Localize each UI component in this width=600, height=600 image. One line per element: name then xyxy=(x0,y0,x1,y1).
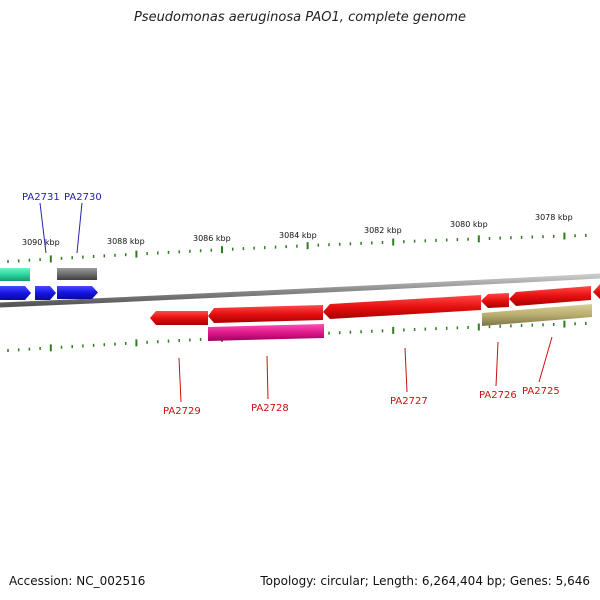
gene-label-PA2729[interactable]: PA2729 xyxy=(163,406,201,417)
accession-text: Accession: NC_002516 xyxy=(9,574,146,588)
feature-teal-block[interactable] xyxy=(0,268,30,281)
gene-arrow-reverse-PA2729[interactable] xyxy=(150,311,208,325)
map-title: Pseudomonas aeruginosa PAO1, complete ge… xyxy=(133,10,467,25)
gene-arrow-reverse-PA2726[interactable] xyxy=(481,293,509,308)
gene-arrow-reverse-PA2728[interactable] xyxy=(208,305,323,323)
leader-line-PA2726 xyxy=(495,341,499,387)
gene-label-PA2727[interactable]: PA2727 xyxy=(390,396,428,407)
scale-label-3086: 3086 kbp xyxy=(193,234,231,243)
gene-arrow-reverse-PA2725[interactable] xyxy=(509,286,591,306)
gene-arrow-reverse-edge[interactable] xyxy=(593,284,600,299)
leader-line-PA2730 xyxy=(76,202,83,254)
scale-label-3078: 3078 kbp xyxy=(535,213,573,222)
scale-label-3080: 3080 kbp xyxy=(450,220,488,229)
gene-arrow-reverse-PA2727[interactable] xyxy=(323,295,481,319)
gene-arrow-forward-1[interactable] xyxy=(0,286,31,300)
feature-magenta-block[interactable] xyxy=(208,324,324,341)
scale-label-3088: 3088 kbp xyxy=(107,237,145,246)
leader-line-PA2728 xyxy=(266,355,269,400)
gene-label-PA2728[interactable]: PA2728 xyxy=(251,403,289,414)
scale-label-3084: 3084 kbp xyxy=(279,231,317,240)
scale-label-3082: 3082 kbp xyxy=(364,226,402,235)
genome-summary-text: Topology: circular; Length: 6,264,404 bp… xyxy=(260,574,590,588)
feature-gray-block[interactable] xyxy=(57,268,97,280)
leader-line-PA2727 xyxy=(404,347,408,393)
feature-olive-block[interactable] xyxy=(482,304,592,326)
gene-label-PA2730[interactable]: PA2730 xyxy=(64,192,102,203)
gene-arrow-forward-PA2730[interactable] xyxy=(57,286,98,299)
gene-label-PA2731[interactable]: PA2731 xyxy=(22,192,60,203)
scale-label-3090: 3090 kbp xyxy=(22,238,60,247)
leader-line-PA2731 xyxy=(39,202,47,254)
genome-backbone xyxy=(0,273,600,308)
gene-label-PA2725[interactable]: PA2725 xyxy=(522,386,560,397)
gene-arrow-forward-PA2731[interactable] xyxy=(35,286,56,300)
leader-line-PA2725 xyxy=(538,336,553,383)
ticks-upper-track xyxy=(7,232,587,264)
leader-line-PA2729 xyxy=(178,357,182,403)
gene-label-PA2726[interactable]: PA2726 xyxy=(479,390,517,401)
